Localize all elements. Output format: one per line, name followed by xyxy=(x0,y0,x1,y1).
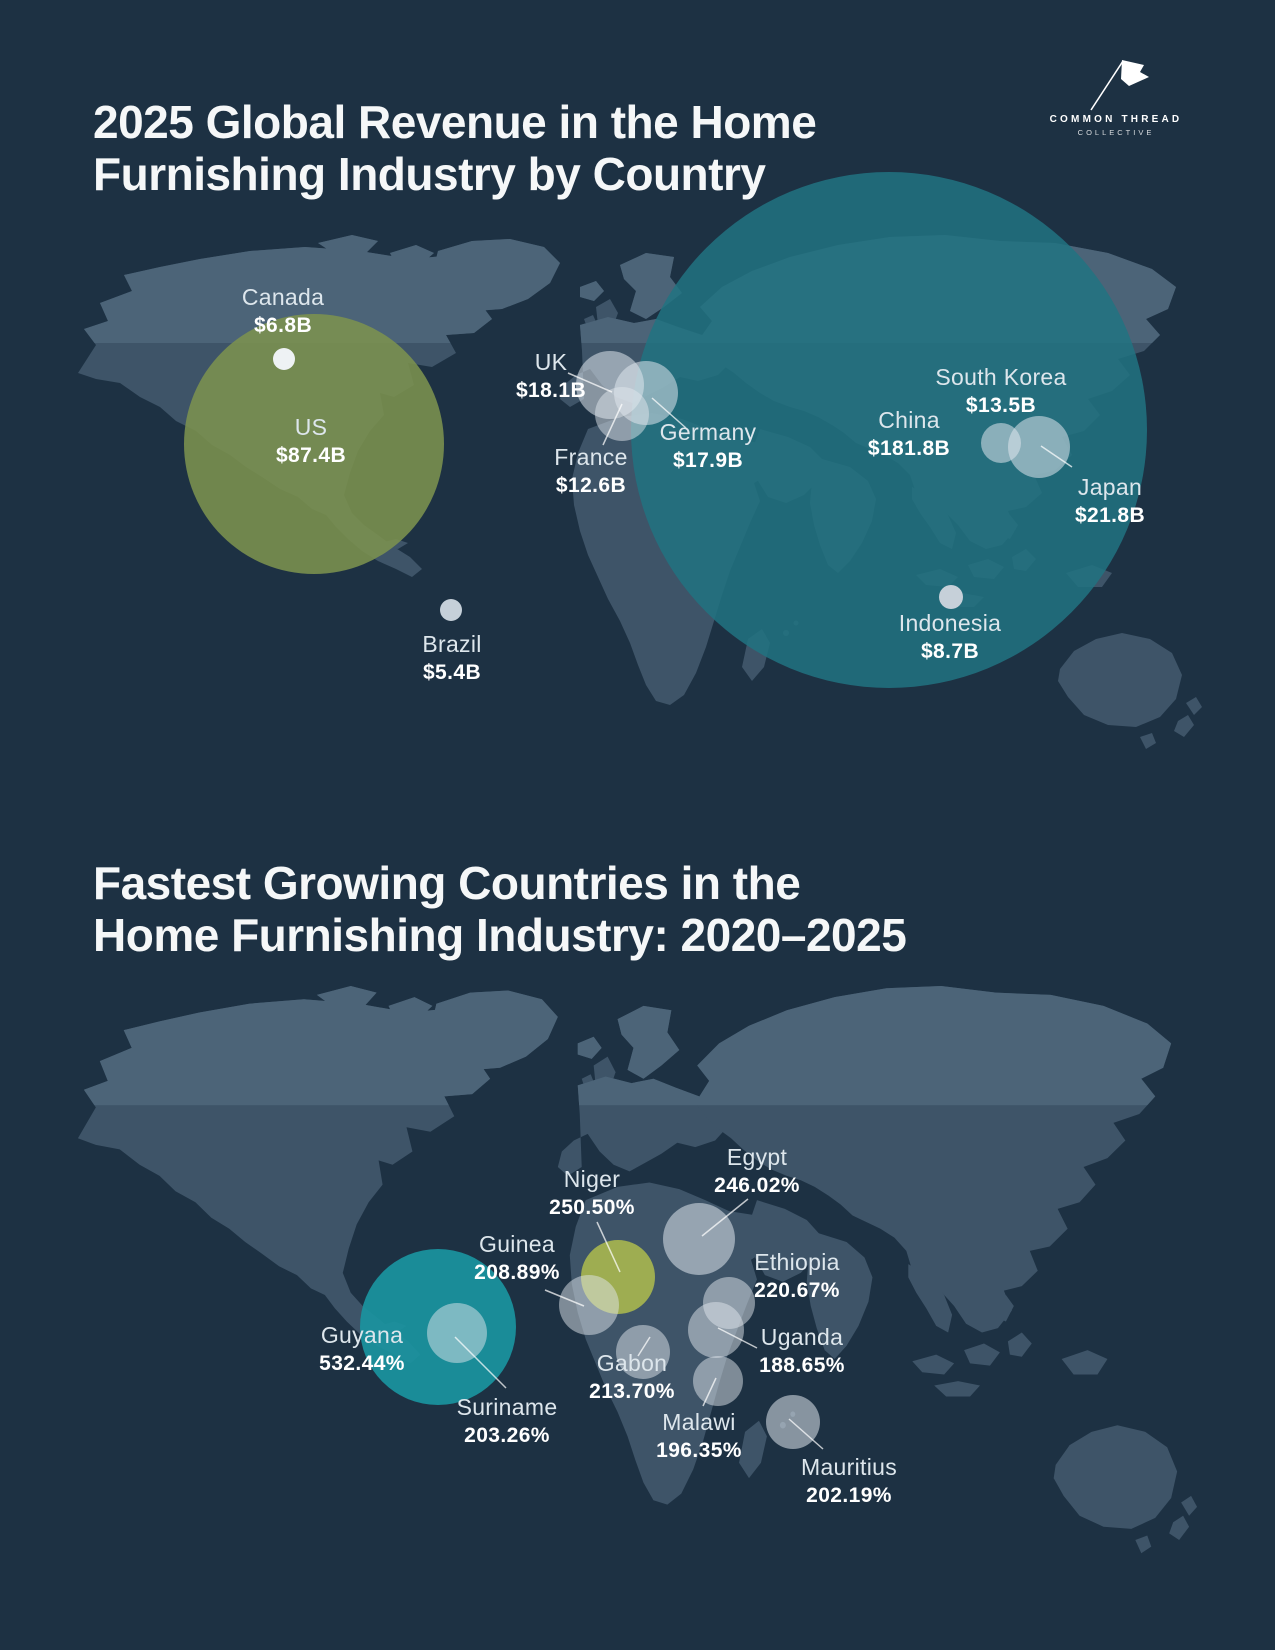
section2-title: Fastest Growing Countries in the Home Fur… xyxy=(93,857,907,961)
brand-subname: COLLECTIVE xyxy=(1077,128,1155,137)
world-map-revenue xyxy=(60,225,1215,805)
title2-line1: Fastest Growing Countries in the xyxy=(93,857,801,909)
page-title: 2025 Global Revenue in the Home Furnishin… xyxy=(93,96,817,200)
title1-line2: Furnishing Industry by Country xyxy=(93,148,766,200)
world-map-growth xyxy=(60,975,1210,1615)
title1-line1: 2025 Global Revenue in the Home xyxy=(93,96,817,148)
flag-icon xyxy=(1041,56,1191,112)
brand-logo: COMMON THREAD COLLECTIVE xyxy=(1041,56,1191,137)
title2-line2: Home Furnishing Industry: 2020–2025 xyxy=(93,909,907,961)
brand-name: COMMON THREAD xyxy=(1049,114,1183,125)
